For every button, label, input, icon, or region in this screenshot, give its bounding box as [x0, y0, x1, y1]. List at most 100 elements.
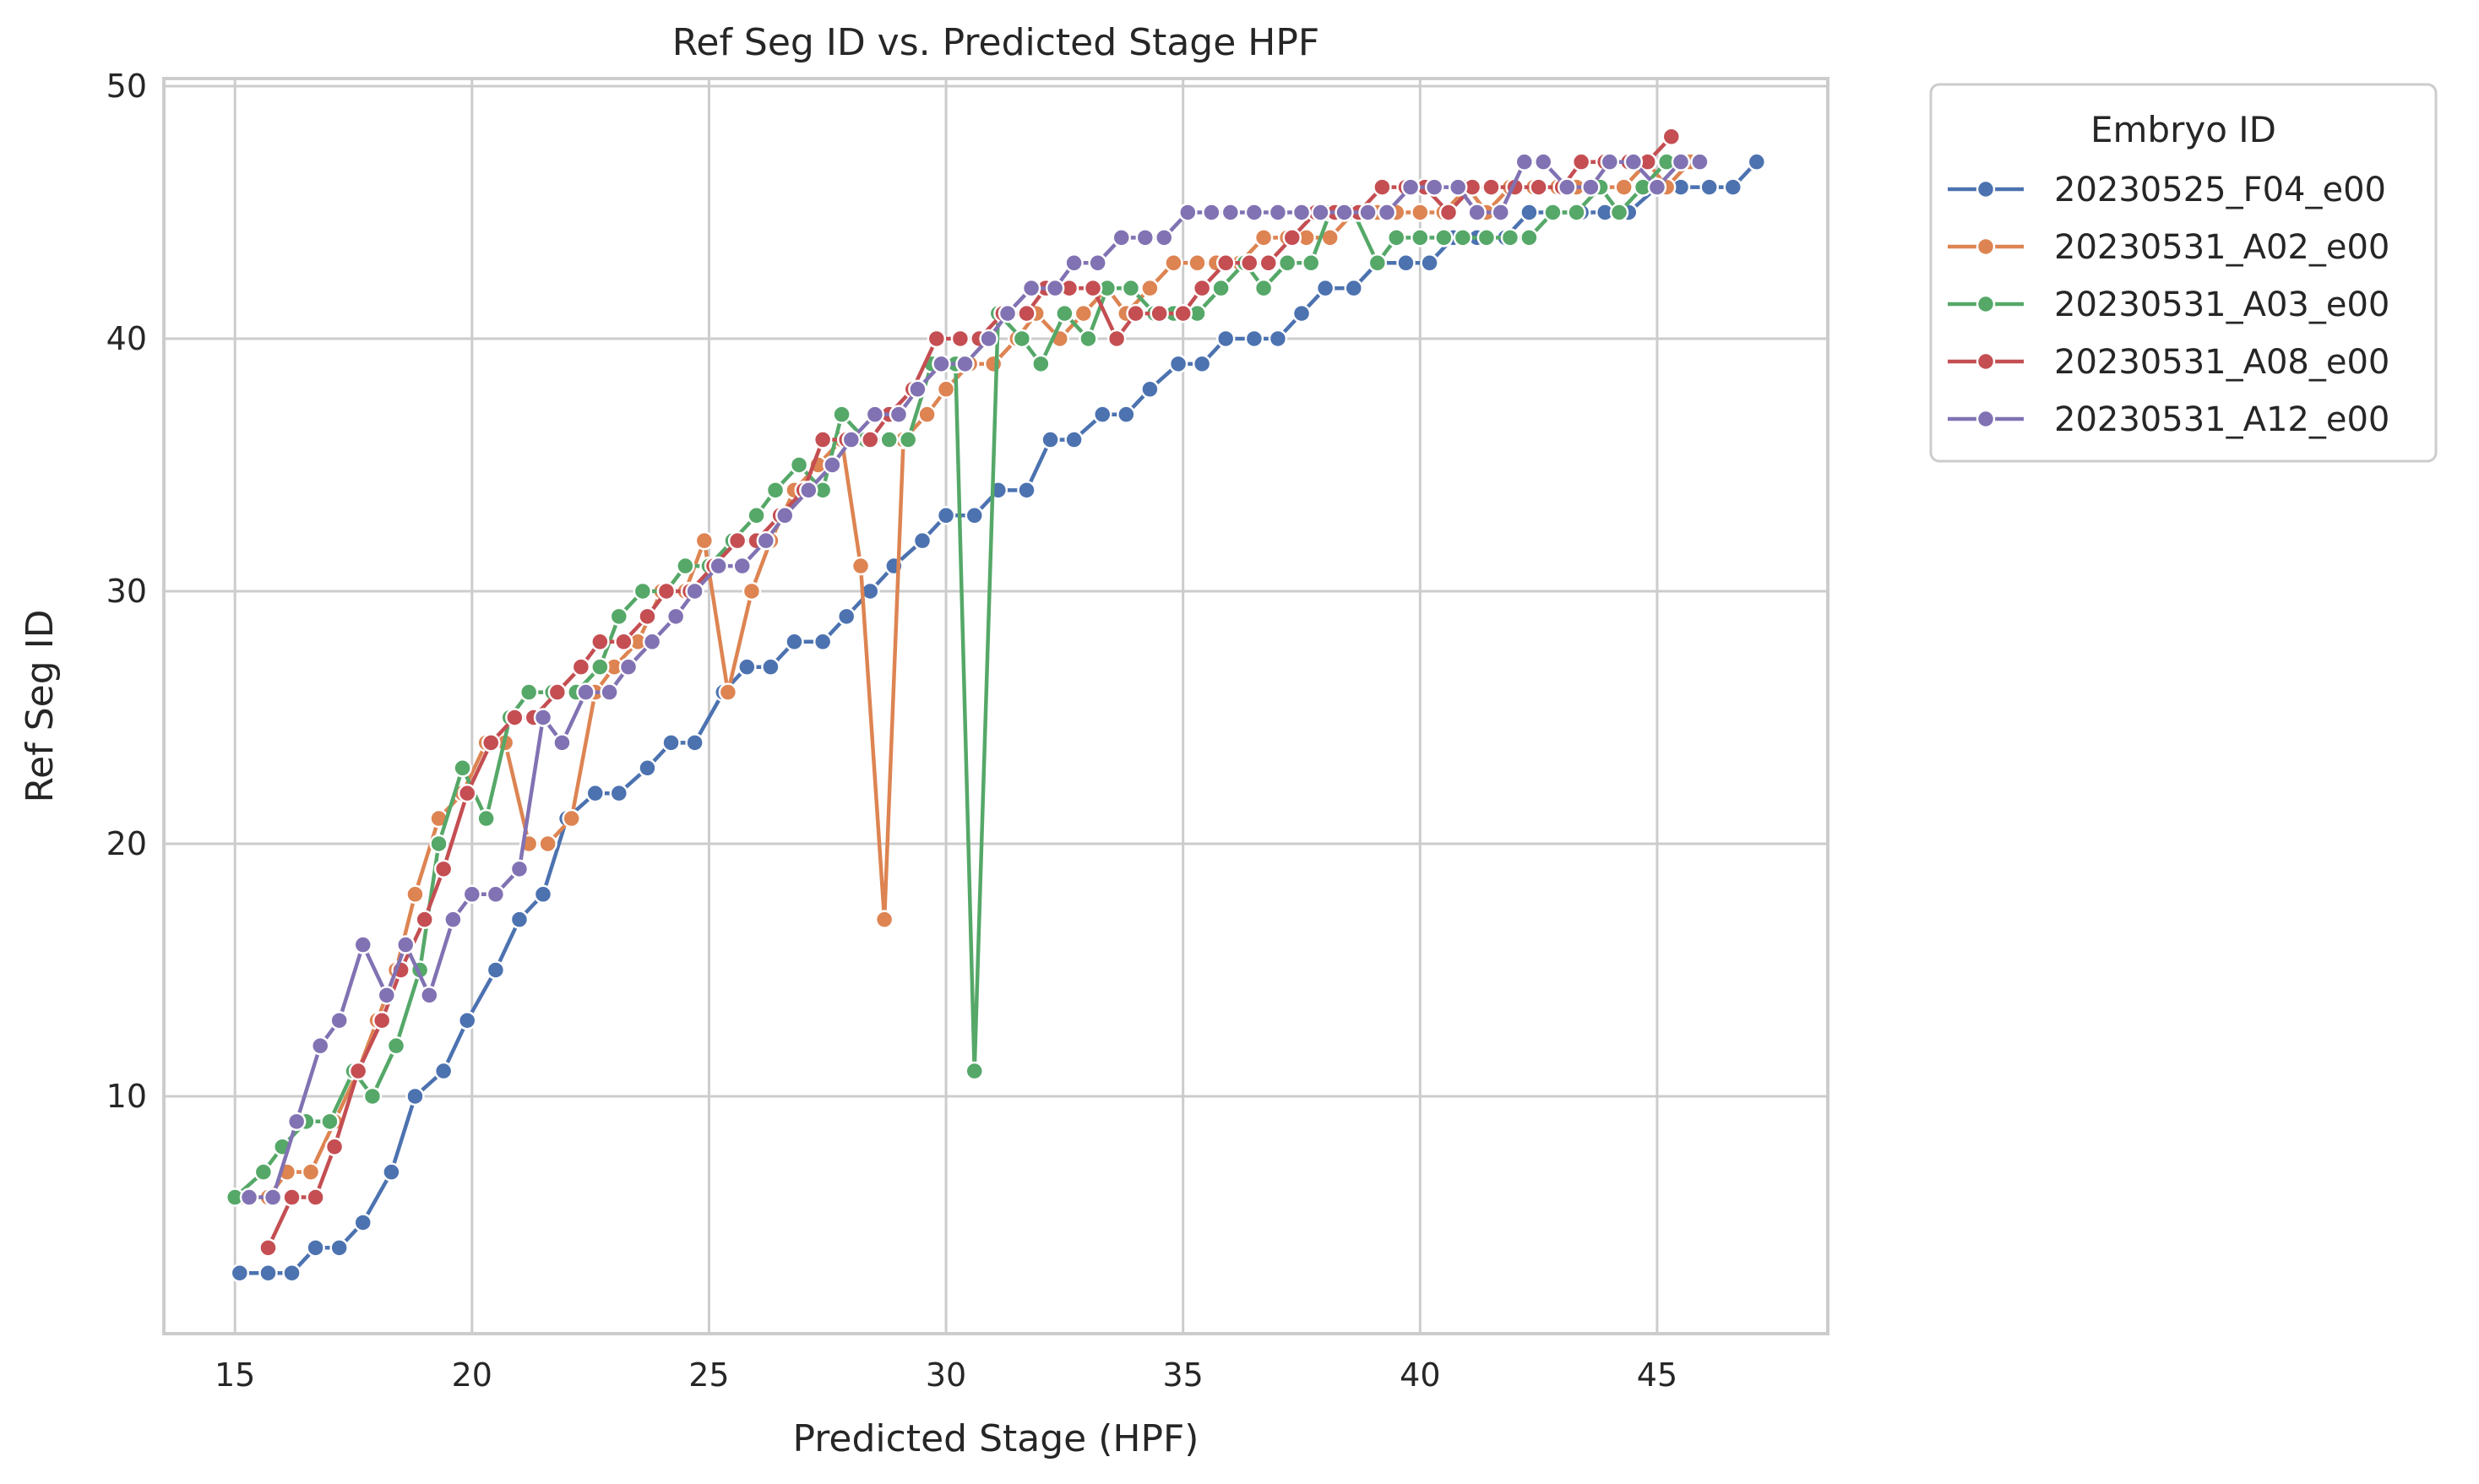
data-point — [761, 657, 780, 677]
data-point — [756, 530, 776, 551]
data-point — [453, 758, 472, 778]
data-point — [505, 708, 525, 727]
data-point — [936, 506, 956, 525]
data-point — [1558, 177, 1577, 197]
data-point — [1747, 152, 1767, 171]
y-tick-label: 50 — [106, 68, 147, 105]
data-point — [443, 910, 463, 929]
data-point — [600, 682, 619, 702]
x-tick-label: 45 — [1637, 1356, 1677, 1394]
data-point — [382, 1162, 401, 1182]
data-point — [737, 657, 757, 677]
data-point — [1215, 253, 1236, 273]
data-point — [1282, 228, 1302, 247]
data-point — [533, 884, 553, 905]
data-point — [1017, 303, 1036, 323]
data-point — [676, 556, 695, 576]
data-point — [638, 606, 657, 627]
data-point — [1291, 203, 1312, 222]
legend-label: 20230525_F04_e00 — [2054, 171, 2386, 209]
data-point — [324, 1137, 345, 1156]
data-point — [1045, 278, 1065, 298]
data-point — [718, 682, 738, 702]
data-point — [1529, 177, 1548, 197]
y-tick-label: 40 — [106, 320, 147, 357]
data-point — [685, 733, 704, 753]
grid-lines — [164, 79, 1828, 1334]
data-point — [1614, 177, 1634, 197]
y-tick-label: 30 — [106, 573, 147, 610]
data-point — [1699, 177, 1719, 197]
data-point — [927, 329, 947, 349]
data-point — [547, 682, 568, 702]
data-point — [457, 1010, 477, 1030]
data-point — [936, 379, 956, 400]
data-point — [1088, 253, 1107, 273]
data-point — [609, 606, 629, 627]
data-point — [813, 430, 833, 449]
data-point — [320, 1112, 340, 1132]
x-axis-ticks: 15 20 25 30 35 40 45 — [215, 1356, 1677, 1394]
data-point — [1500, 228, 1520, 247]
legend-items: 20230525_F04_e00 20230531_A02_e00 20230531… — [1948, 171, 2389, 439]
data-point — [614, 632, 633, 652]
y-tick-label: 20 — [106, 825, 147, 862]
data-point — [742, 581, 762, 601]
x-tick-label: 35 — [1163, 1356, 1204, 1394]
legend-label: 20230531_A08_e00 — [2054, 343, 2389, 382]
legend-marker — [1976, 294, 1996, 314]
data-point — [306, 1238, 325, 1258]
legend-label: 20230531_A12_e00 — [2054, 400, 2389, 439]
data-point — [732, 556, 752, 576]
data-point — [301, 1162, 321, 1182]
data-point — [1017, 481, 1036, 500]
data-point — [258, 1238, 278, 1258]
data-point — [1690, 152, 1710, 171]
data-point — [955, 354, 975, 374]
data-point — [1253, 228, 1274, 247]
data-point — [917, 405, 937, 424]
data-point — [1220, 203, 1241, 222]
data-point — [1609, 203, 1629, 222]
data-point — [1192, 354, 1212, 374]
data-point — [633, 581, 653, 601]
data-point — [765, 481, 786, 500]
data-point — [1140, 379, 1160, 400]
data-point — [727, 530, 748, 551]
x-tick-label: 15 — [215, 1356, 255, 1394]
y-axis-label: Ref Seg ID — [19, 610, 62, 803]
data-point — [1055, 303, 1074, 323]
legend-marker — [1976, 179, 1996, 199]
x-tick-label: 20 — [452, 1356, 492, 1394]
data-point — [799, 481, 818, 500]
data-point — [1335, 203, 1354, 222]
data-point — [415, 910, 434, 929]
data-point — [618, 657, 639, 677]
data-point — [576, 682, 595, 702]
data-point — [239, 1188, 259, 1207]
data-point — [377, 986, 397, 1005]
data-point — [965, 1061, 984, 1081]
data-point — [353, 1213, 372, 1232]
legend-item: 20230531_A12_e00 — [1948, 400, 2389, 439]
data-point — [1424, 177, 1444, 197]
data-point — [1150, 303, 1169, 323]
legend-item: 20230531_A03_e00 — [1948, 285, 2389, 324]
data-point — [486, 960, 506, 980]
data-point — [476, 808, 496, 829]
data-point — [1074, 303, 1094, 323]
legend-marker — [1976, 351, 1996, 372]
data-point — [1291, 303, 1312, 323]
data-point — [509, 859, 530, 879]
data-point — [462, 884, 482, 905]
data-point — [1543, 203, 1563, 222]
data-point — [1240, 253, 1259, 273]
data-point — [841, 430, 862, 449]
data-point — [1387, 228, 1406, 247]
data-point — [372, 1010, 392, 1030]
data-point — [405, 884, 425, 905]
data-point — [1064, 430, 1084, 449]
data-point — [1367, 253, 1388, 273]
data-point — [775, 506, 795, 525]
